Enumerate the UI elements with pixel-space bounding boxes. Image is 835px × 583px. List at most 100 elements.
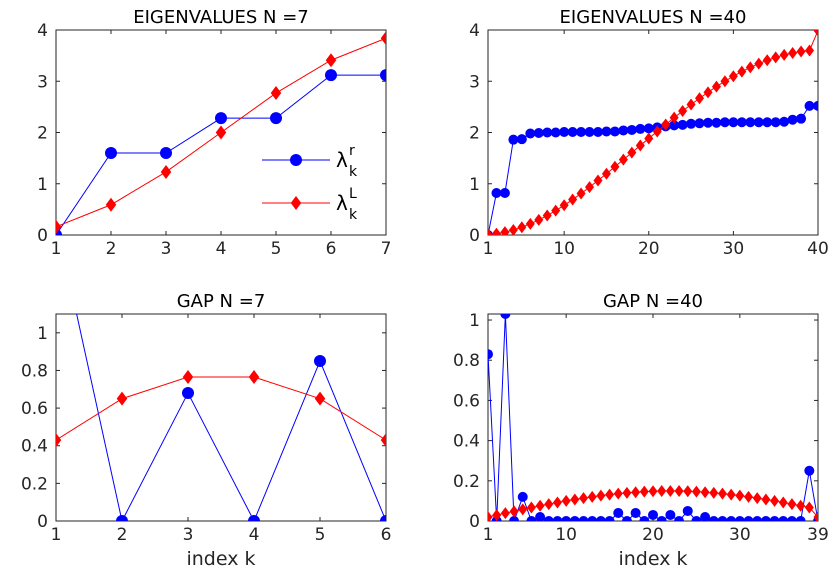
- x-tick-label: 20: [638, 239, 660, 259]
- data-point-lambda-r: [380, 69, 386, 82]
- y-tick-label: 3: [469, 72, 480, 92]
- data-point-lambda-L: [508, 223, 518, 235]
- y-tick-label: 0.4: [453, 432, 480, 452]
- data-point-lambda-r: [578, 516, 589, 521]
- data-point-lambda-L: [488, 511, 493, 521]
- data-point-lambda-L: [542, 209, 552, 222]
- legend-superscript: L: [349, 186, 357, 202]
- data-point-lambda-r: [499, 187, 510, 198]
- data-point-lambda-r: [569, 516, 580, 521]
- x-tick-label: 7: [381, 239, 392, 259]
- y-tick-label: 0: [469, 226, 480, 246]
- data-point-lambda-r: [804, 100, 815, 111]
- data-point-lambda-r: [587, 516, 598, 521]
- x-tick-label: 5: [271, 239, 282, 259]
- data-point-lambda-r: [786, 516, 797, 521]
- data-point-lambda-L: [535, 499, 545, 512]
- plot-area: [56, 314, 386, 521]
- data-point-lambda-L: [787, 498, 797, 511]
- data-point-lambda-r: [604, 516, 615, 521]
- data-point-lambda-L: [754, 57, 764, 70]
- data-point-lambda-r: [717, 516, 728, 521]
- legend-symbol: λ: [336, 148, 348, 172]
- y-tick-label: 0.8: [453, 351, 480, 371]
- x-axis-label: index k: [186, 548, 255, 570]
- data-point-lambda-L: [568, 193, 578, 206]
- data-point-lambda-r: [517, 491, 528, 502]
- data-point-lambda-r: [694, 118, 705, 129]
- data-point-lambda-L: [788, 46, 798, 59]
- x-tick-label: 4: [249, 525, 260, 545]
- series-line-lambda-L: [56, 376, 386, 441]
- data-point-lambda-r: [795, 516, 806, 521]
- data-point-lambda-L: [585, 181, 595, 194]
- data-point-lambda-L: [683, 485, 693, 498]
- data-point-lambda-L: [813, 30, 818, 37]
- data-point-lambda-L: [711, 80, 721, 93]
- data-point-lambda-L: [627, 146, 637, 159]
- data-point-lambda-r: [656, 516, 667, 521]
- data-point-lambda-L: [518, 503, 528, 516]
- legend-marker: [290, 154, 302, 166]
- data-point-lambda-L: [579, 492, 589, 505]
- data-point-lambda-r: [752, 516, 763, 521]
- data-point-lambda-r: [703, 117, 713, 128]
- y-tick-label: 2: [469, 124, 480, 144]
- data-point-lambda-L: [686, 98, 696, 111]
- data-point-lambda-r: [700, 511, 711, 521]
- y-tick-label: 0: [37, 512, 48, 532]
- data-point-lambda-r: [639, 516, 650, 521]
- data-point-lambda-L: [613, 487, 623, 500]
- y-tick-label: 1: [37, 175, 48, 195]
- data-point-lambda-L: [717, 487, 727, 500]
- data-point-lambda-L: [160, 164, 172, 179]
- data-point-lambda-r: [734, 516, 745, 521]
- data-point-lambda-r: [753, 117, 764, 128]
- data-point-lambda-L: [534, 213, 544, 226]
- chart-title: GAP N =40: [603, 291, 703, 312]
- data-point-lambda-r: [542, 127, 553, 138]
- plot-area: [488, 314, 818, 521]
- data-point-lambda-L: [622, 486, 632, 499]
- data-point-lambda-r: [626, 124, 637, 135]
- data-point-lambda-r: [643, 123, 654, 134]
- y-tick-label: 1: [469, 175, 480, 195]
- x-tick-label: 1: [483, 239, 494, 259]
- data-point-lambda-r: [248, 515, 260, 521]
- data-point-lambda-r: [526, 516, 537, 521]
- x-tick-label: 6: [326, 239, 337, 259]
- data-point-lambda-r: [665, 509, 676, 520]
- x-tick-label: 3: [161, 239, 172, 259]
- data-point-lambda-L: [700, 486, 710, 499]
- data-point-lambda-r: [595, 516, 606, 521]
- data-point-lambda-L: [500, 226, 510, 235]
- data-point-lambda-L: [691, 485, 701, 498]
- y-tick-label: 1: [469, 311, 480, 331]
- axes-box: [55, 313, 387, 522]
- data-point-lambda-r: [674, 516, 685, 521]
- data-point-lambda-r: [621, 516, 632, 521]
- data-point-lambda-L: [56, 433, 62, 448]
- data-point-lambda-r: [593, 126, 603, 137]
- x-tick-label: 30: [723, 239, 745, 259]
- data-point-lambda-L: [593, 174, 603, 187]
- data-point-lambda-r: [762, 117, 773, 128]
- data-point-lambda-r: [760, 516, 771, 521]
- x-tick-label: 6: [381, 525, 392, 545]
- data-point-lambda-L: [587, 490, 597, 503]
- data-point-lambda-L: [761, 493, 771, 506]
- data-point-lambda-r: [711, 117, 722, 128]
- data-point-lambda-r: [736, 117, 747, 128]
- x-tick-label: 5: [315, 525, 326, 545]
- x-tick-label: 2: [106, 239, 117, 259]
- y-tick-label: 0.6: [453, 391, 480, 411]
- data-point-lambda-r: [601, 126, 612, 137]
- data-point-lambda-L: [561, 494, 571, 507]
- data-point-lambda-r: [796, 113, 807, 124]
- data-point-lambda-r: [550, 127, 561, 138]
- y-tick-label: 0.2: [21, 474, 48, 494]
- data-point-lambda-L: [631, 486, 641, 499]
- data-point-lambda-L: [709, 486, 719, 499]
